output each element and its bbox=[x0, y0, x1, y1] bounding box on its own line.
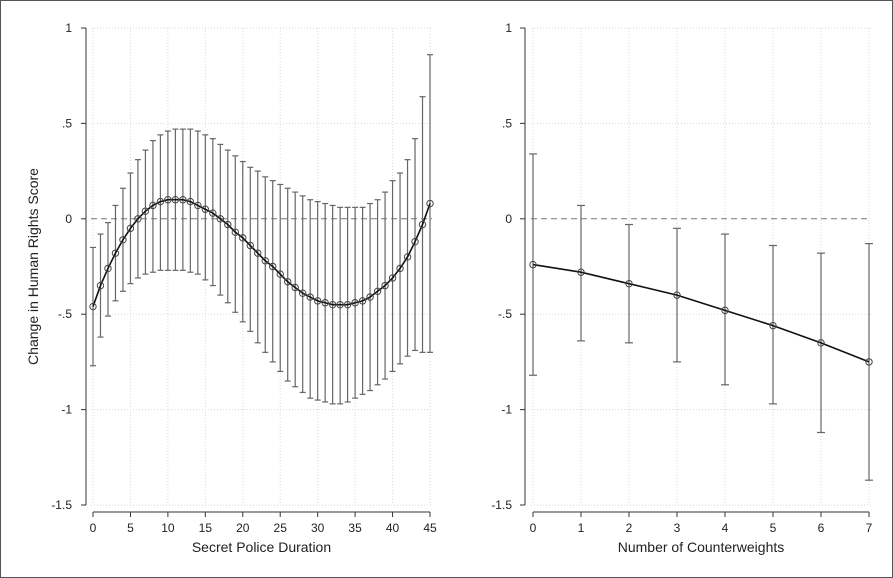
left-point-marker bbox=[231, 228, 239, 236]
left-point-marker bbox=[201, 205, 210, 213]
right-point-marker bbox=[625, 279, 633, 288]
right-x-tick-label: 6 bbox=[818, 521, 825, 535]
left-x-tick-label: 35 bbox=[348, 521, 362, 535]
right-y-tick-label: -1 bbox=[501, 403, 512, 417]
right-point-marker bbox=[577, 268, 585, 276]
left-estimate-line bbox=[92, 198, 431, 307]
left-point-marker bbox=[224, 220, 232, 229]
left-point-marker bbox=[126, 224, 135, 233]
left-point-marker bbox=[164, 196, 172, 204]
left-point-marker bbox=[426, 199, 434, 208]
left-point-marker bbox=[343, 300, 352, 309]
left-panel: 1 .5 0 -.5 -1 -1.5 0 5 10 15 20 25 30 35 40 45 Secret Po… bbox=[25, 21, 437, 555]
left-y-tick-label: -.5 bbox=[58, 307, 72, 321]
left-point-marker bbox=[298, 289, 307, 297]
left-y-tick-label: .5 bbox=[62, 116, 72, 130]
left-point-marker bbox=[171, 196, 180, 204]
left-x-tick-label: 15 bbox=[199, 521, 213, 535]
right-x-tick-label: 5 bbox=[770, 521, 777, 535]
left-point-marker bbox=[411, 237, 419, 246]
right-point-marker bbox=[529, 260, 537, 269]
left-point-marker bbox=[396, 264, 404, 273]
left-point-marker bbox=[403, 253, 412, 261]
left-x-tick-label: 0 bbox=[90, 521, 97, 535]
left-point-marker bbox=[388, 274, 397, 282]
left-point-marker bbox=[313, 297, 322, 305]
left-y-tick-label: 0 bbox=[65, 212, 72, 226]
left-y-tick-label: 1 bbox=[65, 21, 72, 35]
left-point-marker bbox=[111, 249, 120, 257]
left-point-marker bbox=[149, 201, 157, 210]
right-x-tick-label: 0 bbox=[530, 521, 537, 535]
right-x-axis-title: Number of Counterweights bbox=[618, 539, 785, 555]
left-x-tick-label: 10 bbox=[161, 521, 175, 535]
left-point-marker bbox=[239, 234, 247, 242]
left-point-marker bbox=[119, 236, 127, 244]
left-y-axis-title: Change in Human Rights Score bbox=[25, 168, 41, 365]
right-panel: 1 .5 0 -.5 -1 -1.5 0 1 2 3 4 5 6 7 Number of Counterwe… bbox=[491, 21, 873, 555]
right-y-tick-label: 1 bbox=[505, 21, 512, 35]
left-point-marker bbox=[134, 215, 142, 223]
right-y-tick-label: -1.5 bbox=[491, 498, 512, 512]
right-y-tick-label: -.5 bbox=[498, 307, 512, 321]
left-x-tick-label: 40 bbox=[386, 521, 400, 535]
left-point-marker bbox=[269, 262, 277, 271]
left-y-tick-label: -1 bbox=[61, 403, 72, 417]
left-point-marker bbox=[141, 207, 150, 215]
left-x-axis-title: Secret Police Duration bbox=[192, 539, 331, 555]
left-point-marker bbox=[96, 281, 105, 290]
right-x-tick-label: 3 bbox=[674, 521, 681, 535]
left-x-tick-label: 20 bbox=[236, 521, 250, 535]
left-point-marker bbox=[89, 302, 97, 311]
left-point-marker bbox=[284, 278, 292, 286]
left-point-marker bbox=[194, 201, 202, 210]
left-point-marker bbox=[381, 281, 389, 290]
left-point-marker bbox=[246, 241, 254, 250]
left-point-marker bbox=[186, 197, 195, 206]
right-x-tick-label: 2 bbox=[626, 521, 633, 535]
left-point-marker bbox=[179, 196, 187, 204]
left-point-marker bbox=[418, 220, 427, 229]
left-point-marker bbox=[373, 287, 382, 296]
left-point-marker bbox=[351, 299, 359, 307]
right-point-marker bbox=[673, 291, 681, 299]
left-point-marker bbox=[291, 283, 299, 292]
left-point-marker bbox=[254, 249, 262, 257]
right-y-tick-label: .5 bbox=[502, 116, 512, 130]
right-y-tick-label: 0 bbox=[505, 212, 512, 226]
right-point-marker bbox=[769, 321, 777, 330]
right-x-tick-label: 7 bbox=[866, 521, 873, 535]
right-point-marker bbox=[721, 306, 729, 315]
right-estimate-line bbox=[532, 263, 870, 363]
left-point-marker bbox=[358, 297, 367, 305]
right-x-tick-label: 1 bbox=[578, 521, 585, 535]
left-point-marker bbox=[209, 209, 217, 217]
right-point-marker bbox=[865, 358, 873, 366]
right-x-tick-label: 4 bbox=[722, 521, 729, 535]
right-point-marker bbox=[817, 339, 825, 347]
left-x-tick-label: 30 bbox=[311, 521, 325, 535]
left-point-marker bbox=[276, 270, 284, 278]
left-point-marker bbox=[321, 299, 329, 307]
left-point-marker bbox=[216, 215, 225, 223]
left-point-marker bbox=[104, 264, 112, 273]
left-point-marker bbox=[336, 300, 344, 309]
left-y-tick-label: -1.5 bbox=[51, 498, 72, 512]
left-x-tick-label: 25 bbox=[274, 521, 288, 535]
left-x-tick-label: 5 bbox=[127, 521, 134, 535]
left-point-marker bbox=[366, 293, 374, 301]
left-point-marker bbox=[261, 257, 269, 265]
left-point-marker bbox=[328, 300, 337, 309]
left-x-tick-label: 45 bbox=[423, 521, 437, 535]
left-point-marker bbox=[156, 197, 165, 206]
left-point-marker bbox=[306, 293, 314, 301]
